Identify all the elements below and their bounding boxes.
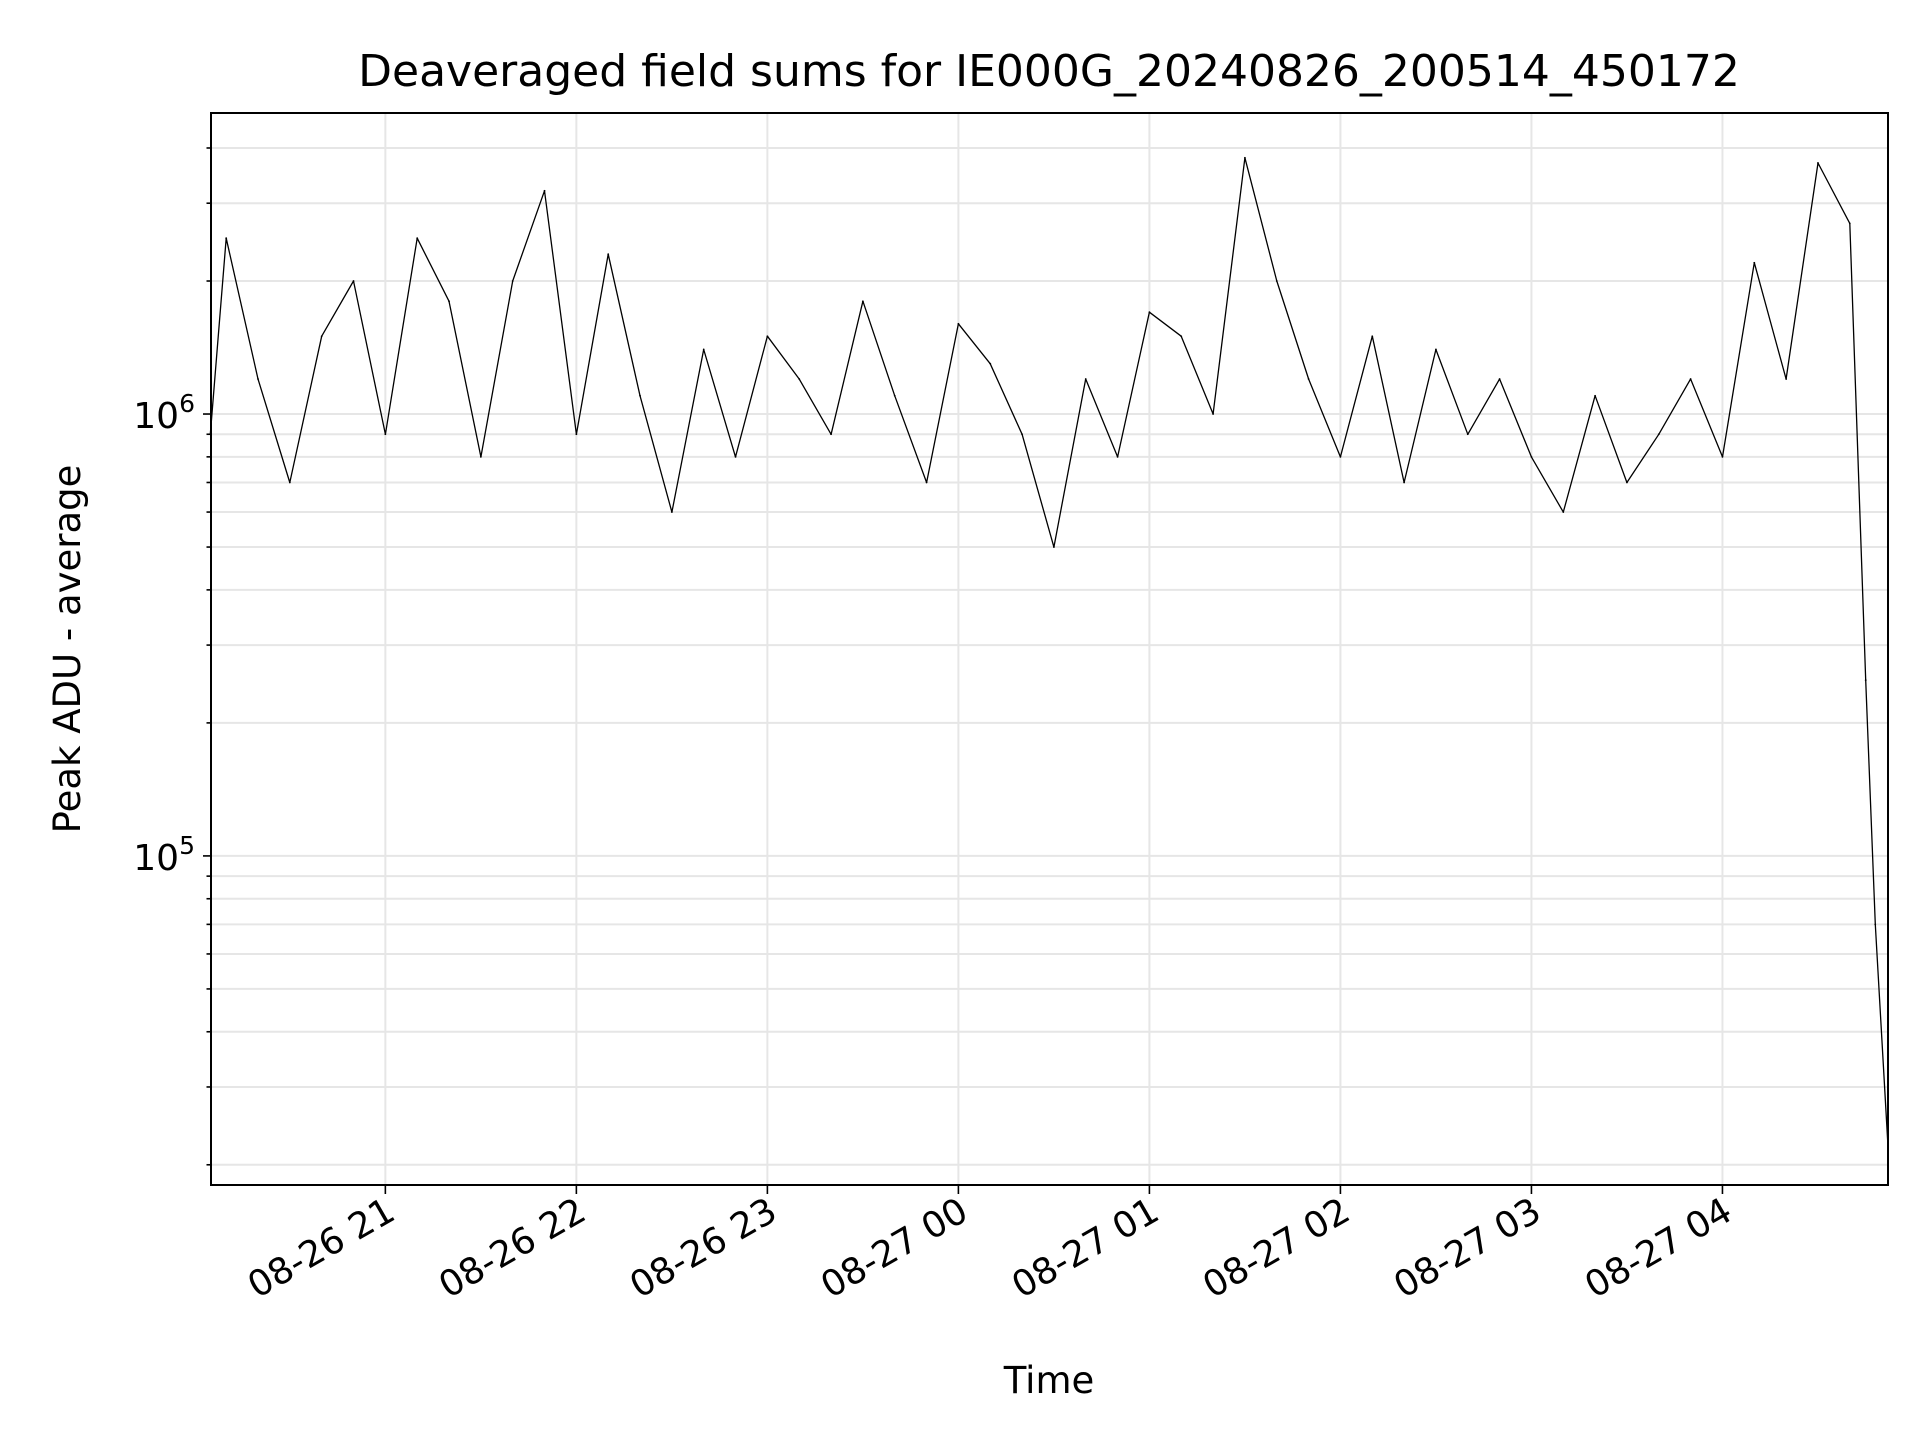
y-tick-base: 10 xyxy=(133,396,179,437)
data-point xyxy=(925,481,928,484)
data-point xyxy=(288,481,291,484)
data-point xyxy=(639,394,641,397)
data-point xyxy=(511,280,514,282)
data-point xyxy=(1466,433,1469,436)
data-point xyxy=(1848,222,1851,225)
y-tick-exponent: 6 xyxy=(179,389,195,418)
data-point xyxy=(1753,261,1756,264)
data-point xyxy=(1562,511,1565,513)
plot-data xyxy=(209,156,1889,1148)
data-point xyxy=(1116,455,1119,458)
data-point xyxy=(384,433,387,436)
data-point xyxy=(1180,335,1183,338)
y-axis-label: Peak ADU - average xyxy=(46,465,89,834)
data-point xyxy=(957,322,960,325)
y-tick-exponent: 5 xyxy=(179,831,195,860)
data-point xyxy=(702,348,705,351)
data-point xyxy=(1530,455,1533,458)
data-point xyxy=(257,378,259,380)
data-point xyxy=(1657,433,1660,436)
plot-frame xyxy=(210,112,1889,1186)
data-point xyxy=(1244,156,1246,159)
data-point xyxy=(989,362,992,365)
data-point xyxy=(1785,378,1788,380)
x-axis-label: Time xyxy=(1003,1359,1095,1402)
data-point xyxy=(1212,413,1214,415)
data-point xyxy=(352,280,355,282)
series-line xyxy=(209,157,1889,1147)
data-point xyxy=(1053,546,1055,548)
data-point xyxy=(893,394,896,397)
data-point xyxy=(1307,378,1310,380)
data-point xyxy=(1864,679,1867,681)
data-point xyxy=(1403,481,1405,484)
data-point xyxy=(575,433,578,436)
data-point xyxy=(1021,433,1023,436)
data-point xyxy=(1148,311,1151,314)
data-point xyxy=(479,455,482,458)
data-point xyxy=(448,300,450,303)
data-point xyxy=(1275,280,1278,282)
data-point xyxy=(1498,378,1501,380)
y-tick-label: 105 xyxy=(133,831,195,879)
data-point xyxy=(1689,378,1692,380)
data-point xyxy=(416,237,419,240)
data-point xyxy=(1817,162,1819,164)
data-point xyxy=(543,189,546,192)
data-point xyxy=(734,455,737,458)
data-point xyxy=(1371,335,1374,338)
data-point xyxy=(1626,481,1628,484)
data-point xyxy=(1435,348,1437,351)
data-point xyxy=(1874,923,1877,926)
data-point xyxy=(670,511,673,513)
data-point xyxy=(766,335,769,338)
data-point xyxy=(225,237,228,240)
data-point xyxy=(607,253,610,256)
y-tick-base: 10 xyxy=(133,838,179,879)
data-point xyxy=(1339,455,1342,458)
data-point xyxy=(861,300,864,303)
data-point xyxy=(1594,394,1597,397)
data-point xyxy=(1721,455,1724,458)
data-point xyxy=(830,433,832,436)
grid xyxy=(211,113,1888,1185)
chart-title: Deaveraged field sums for IE000G_2024082… xyxy=(358,46,1740,97)
data-point xyxy=(1084,378,1087,380)
data-point xyxy=(798,378,801,380)
y-tick-label: 106 xyxy=(133,389,195,437)
data-point xyxy=(320,335,323,338)
